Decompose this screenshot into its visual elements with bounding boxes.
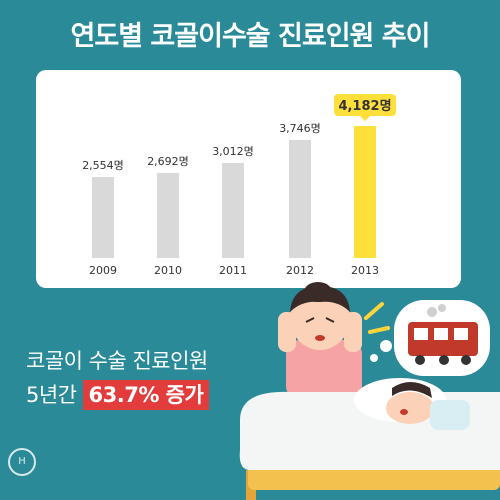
snoring-man-in-bed-icon (239, 378, 500, 500)
category-label-2012: 2012 (286, 264, 314, 277)
category-label-2009: 2009 (89, 264, 117, 277)
headline: 코골이 수술 진료인원 5년간 63.7% 증가 (26, 344, 210, 412)
bar-2012 (289, 140, 311, 258)
headline-prefix: 5년간 (26, 383, 77, 407)
increase-badge: 63.7% 증가 (82, 380, 210, 410)
bar-2009 (92, 177, 114, 258)
highlight-label-pointer (360, 116, 370, 121)
chart-card: 2009 2,554명 2010 2,692명 2011 3,012명 2012 3,746명… (36, 70, 461, 288)
data-label-2010: 2,692명 (147, 155, 189, 168)
bar-2013 (354, 126, 376, 258)
data-label-2011: 3,012명 (212, 145, 254, 158)
highlight-label-box (334, 94, 396, 116)
data-label-2012: 3,746명 (279, 122, 321, 135)
data-label-2009: 2,554명 (82, 159, 124, 172)
woman-covering-ears-icon (278, 282, 362, 400)
corner-logo-icon: H (8, 448, 36, 476)
category-label-2013: 2013 (351, 264, 379, 277)
category-label-2010: 2010 (154, 264, 182, 277)
bar-2010 (157, 173, 179, 258)
train-dream-bubble-icon (370, 300, 490, 376)
headline-line1: 코골이 수술 진료인원 (26, 349, 208, 373)
data-label-2013: 4,182명 (338, 98, 391, 114)
bar-chart: 2009 2,554명 2010 2,692명 2011 3,012명 2012 3,746명… (82, 94, 396, 277)
page-title: 연도별 코골이수술 진료인원 추이 (70, 21, 431, 52)
headline-line2: 5년간 63.7% 증가 (26, 378, 210, 412)
category-label-2011: 2011 (219, 264, 247, 277)
noise-icon (364, 302, 390, 334)
bar-2011 (222, 163, 244, 258)
